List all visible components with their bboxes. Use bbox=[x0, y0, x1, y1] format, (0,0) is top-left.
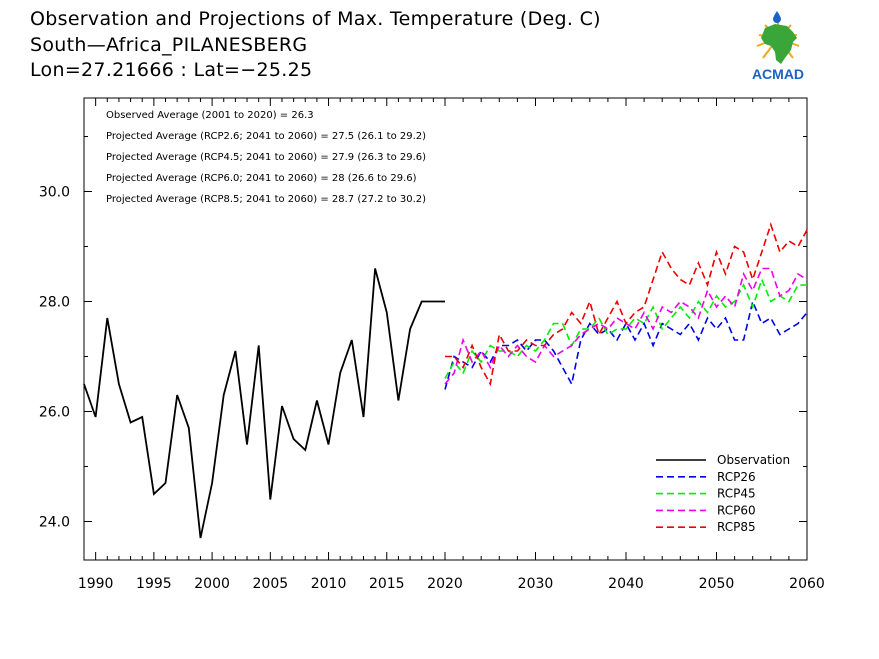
chart-subtitle-coordinates: Lon=27.21666 : Lat=−25.25 bbox=[30, 59, 313, 81]
x-tick-label: 2005 bbox=[253, 576, 289, 592]
y-tick-label: 24.0 bbox=[39, 515, 70, 531]
logo-text: ACMAD bbox=[752, 66, 804, 82]
series-line-rcp26 bbox=[444, 298, 808, 390]
series-lines bbox=[83, 221, 808, 539]
annotation-line: Projected Average (RCP6.0; 2041 to 2060)… bbox=[106, 173, 417, 184]
axis-ticks: 24.0 26.0 28.0 30.0 1990 1995 2000 2005 2010 2015… bbox=[39, 98, 825, 592]
x-tick-label: 2040 bbox=[608, 576, 644, 592]
legend-label-rcp45: RCP45 bbox=[717, 487, 756, 501]
legend-label-rcp26: RCP26 bbox=[717, 470, 756, 484]
annotations: Observed Average (2001 to 2020) = 26.3 Pr… bbox=[106, 110, 426, 205]
plot-frame bbox=[83, 97, 808, 561]
x-tick-label: 2030 bbox=[518, 576, 554, 592]
africa-shape bbox=[761, 24, 797, 64]
raindrop-icon bbox=[773, 11, 781, 23]
legend-label-rcp85: RCP85 bbox=[717, 520, 756, 534]
plot-border bbox=[83, 97, 808, 561]
y-tick-label: 26.0 bbox=[39, 405, 70, 421]
x-tick-label: 2000 bbox=[194, 576, 230, 592]
x-tick-label: 2010 bbox=[311, 576, 347, 592]
series-line-rcp60 bbox=[444, 267, 808, 385]
annotation-line: Projected Average (RCP4.5; 2041 to 2060)… bbox=[106, 152, 426, 163]
series-line-rcp85 bbox=[445, 221, 808, 387]
chart-title: Observation and Projections of Max. Temp… bbox=[30, 8, 601, 30]
x-tick-label: 2060 bbox=[789, 576, 825, 592]
x-tick-label: 2015 bbox=[369, 576, 405, 592]
y-tick-label: 28.0 bbox=[39, 295, 70, 311]
legend-label-observation: Observation bbox=[717, 453, 790, 467]
x-tick-label: 1990 bbox=[78, 576, 114, 592]
annotation-line: Projected Average (RCP2.6; 2041 to 2060)… bbox=[106, 131, 426, 142]
x-tick-label: 1995 bbox=[136, 576, 172, 592]
series-line-rcp45 bbox=[444, 277, 807, 379]
legend: Observation RCP26 RCP45 RCP60 RCP85 bbox=[656, 453, 790, 534]
annotation-line: Observed Average (2001 to 2020) = 26.3 bbox=[106, 110, 314, 121]
series-line-observation bbox=[83, 268, 445, 539]
x-tick-label: 2020 bbox=[427, 576, 463, 592]
annotation-line: Projected Average (RCP8.5; 2041 to 2060)… bbox=[106, 194, 426, 205]
legend-label-rcp60: RCP60 bbox=[717, 503, 756, 517]
y-tick-label: 30.0 bbox=[39, 185, 70, 201]
chart-subtitle-location: South—Africa_PILANESBERG bbox=[30, 34, 308, 56]
africa-sun-logo-icon: ACMAD bbox=[752, 11, 804, 82]
x-tick-label: 2050 bbox=[699, 576, 735, 592]
